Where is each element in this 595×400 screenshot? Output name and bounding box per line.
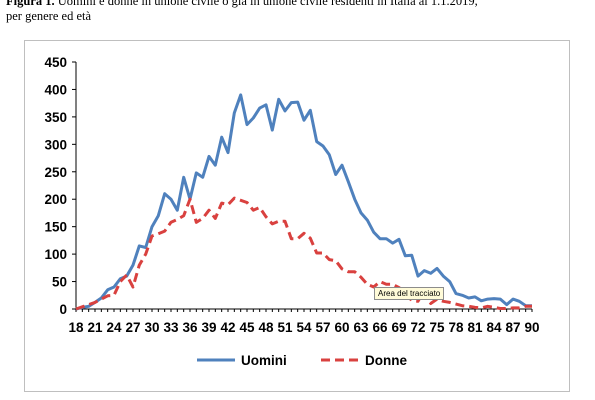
x-tick-label: 21 (87, 320, 103, 335)
x-tick-label: 66 (372, 320, 388, 335)
y-tick-label: 150 (44, 220, 67, 235)
chart-frame (24, 40, 570, 392)
plot-area-tooltip: Area del tracciato (374, 287, 445, 300)
caption-text: Uomini e donne in unione civile o già in… (57, 0, 478, 8)
y-tick-label: 100 (44, 247, 67, 262)
x-tick-label: 48 (258, 320, 274, 335)
legend-label-donne: Donne (365, 353, 407, 368)
x-tick-label: 24 (106, 320, 122, 335)
x-tick-label: 63 (353, 320, 369, 335)
figure-caption: Figura 1. Uomini e donne in unione civil… (6, 0, 591, 24)
y-tick-label: 50 (52, 275, 67, 290)
y-tick-label: 200 (44, 192, 67, 207)
legend-label-uomini: Uomini (241, 353, 287, 368)
x-tick-label: 81 (467, 320, 483, 335)
caption-label: Figura 1. (6, 0, 55, 8)
x-tick-label: 72 (410, 320, 425, 335)
caption-line2: per genere ed età (6, 9, 92, 23)
series-lines (75, 93, 532, 311)
y-tick-label: 400 (44, 82, 67, 97)
x-tick-label: 78 (448, 320, 464, 335)
x-tick-label: 18 (68, 320, 84, 335)
x-tick-label: 33 (163, 320, 179, 335)
series-line-donne (75, 196, 532, 311)
y-tick-label: 300 (44, 137, 67, 152)
y-axis-ticks: 0 50 100 150 200 250 300 350 400 450 (44, 55, 76, 317)
series-line-uomini (75, 93, 532, 311)
y-tick-label: 0 (59, 302, 67, 317)
axes (75, 62, 532, 310)
x-tick-label: 54 (296, 320, 312, 335)
x-tick-label: 90 (524, 320, 539, 335)
x-tick-label: 45 (239, 320, 255, 335)
x-axis-ticks: 18 21 24 27 30 33 36 39 42 45 48 51 54 57 60 63 66 69 72 75… (68, 309, 540, 335)
y-tick-label: 450 (44, 55, 67, 70)
x-tick-label: 57 (315, 320, 330, 335)
x-tick-label: 69 (391, 320, 406, 335)
x-tick-label: 39 (201, 320, 216, 335)
x-tick-label: 36 (182, 320, 198, 335)
x-tick-label: 75 (429, 320, 445, 335)
x-tick-label: 84 (486, 320, 502, 335)
x-tick-label: 27 (125, 320, 140, 335)
x-tick-label: 42 (220, 320, 235, 335)
x-tick-label: 60 (334, 320, 349, 335)
y-tick-label: 350 (44, 110, 67, 125)
x-tick-label: 87 (505, 320, 520, 335)
x-tick-label: 51 (277, 320, 293, 335)
legend: Uomini Donne (197, 353, 407, 368)
x-tick-label: 30 (144, 320, 159, 335)
y-tick-label: 250 (44, 165, 67, 180)
